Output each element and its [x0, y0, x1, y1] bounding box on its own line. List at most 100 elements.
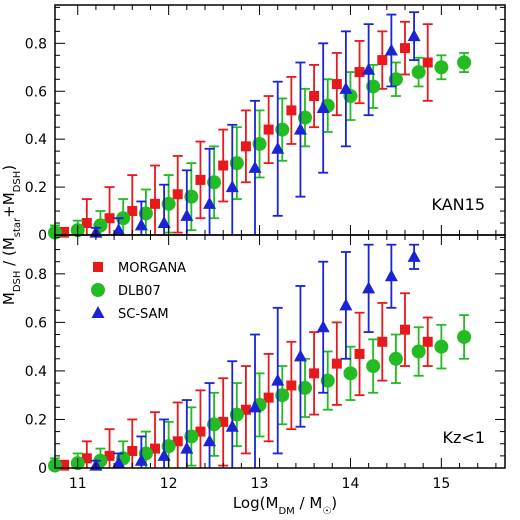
y-axis-label: MDSH / (Mstar+MDSH): [0, 165, 23, 305]
legend-marker: [91, 306, 105, 318]
data-point: [411, 344, 426, 359]
data-point: [172, 436, 183, 447]
series-morgana-bottom: [59, 292, 433, 471]
data-point: [362, 62, 376, 75]
data-point: [81, 453, 92, 464]
data-point: [411, 65, 426, 80]
x-axis-label: Log(MDM / M☉): [233, 494, 337, 517]
legend-item-morgana: MORGANA: [93, 261, 186, 276]
data-point: [388, 351, 403, 366]
data-point: [248, 400, 262, 413]
data-point: [240, 404, 251, 415]
data-point: [331, 79, 342, 90]
data-point: [180, 441, 194, 454]
series-morgana-top: [59, 20, 433, 238]
data-point: [384, 43, 398, 56]
data-point: [195, 174, 206, 185]
data-point: [248, 160, 262, 173]
y-axis-label-part: +M: [0, 192, 18, 218]
data-point: [138, 206, 153, 221]
data-point: [316, 320, 330, 333]
data-point: [434, 339, 449, 354]
x-axis-label-part: DM: [278, 506, 294, 517]
data-point: [59, 460, 70, 471]
data-point: [150, 443, 160, 454]
y-tick-label: 0.6: [25, 315, 47, 331]
data-point: [127, 206, 138, 217]
data-point: [225, 419, 239, 432]
x-tick-label: 14: [342, 476, 360, 492]
data-point: [275, 122, 290, 137]
y-axis-label-part: star: [12, 217, 23, 237]
data-point: [203, 434, 217, 447]
panels-layer: 0 0.2 0.4 0.6 0.8 KAN15 0 0.2 0.4 0.6 0.8 Kz<1 11 12 1…: [25, 4, 506, 492]
data-point: [434, 60, 449, 75]
data-point: [298, 110, 312, 125]
data-point: [309, 91, 320, 102]
x-tick-label: 15: [432, 476, 450, 492]
data-point: [134, 218, 148, 231]
data-point: [184, 189, 199, 204]
data-point: [229, 156, 244, 171]
data-point: [225, 180, 239, 193]
data-point: [161, 439, 176, 454]
data-point: [339, 81, 353, 94]
data-point: [293, 122, 307, 135]
data-point: [127, 446, 138, 457]
data-point: [134, 453, 148, 466]
x-axis-label-part: / M: [295, 494, 323, 512]
data-point: [180, 208, 194, 221]
y-tick-label: 0.8: [25, 36, 47, 52]
axis-labels: Log(MDM / M☉) MDSH / (Mstar+MDSH): [0, 165, 337, 517]
legend: MORGANA DLB07 SC-SAM: [91, 261, 186, 322]
data-point: [407, 249, 421, 262]
legend-marker: [93, 262, 103, 272]
data-point: [275, 388, 290, 403]
y-axis-label-part: DSH: [12, 171, 23, 193]
data-point: [157, 448, 171, 461]
y-tick-label: 0.2: [25, 412, 47, 428]
series-dlb07-top: [48, 52, 472, 240]
data-point: [309, 368, 320, 379]
data-point: [407, 29, 421, 42]
data-point: [377, 336, 388, 347]
data-point: [293, 349, 307, 362]
data-point: [388, 72, 403, 87]
data-point: [157, 216, 171, 229]
legend-label: DLB07: [118, 284, 161, 299]
data-point: [377, 55, 388, 66]
data-point: [422, 336, 433, 347]
data-point: [172, 189, 183, 200]
panel-label: KAN15: [432, 195, 485, 214]
data-point: [263, 124, 274, 135]
data-point: [207, 175, 222, 190]
data-point: [104, 450, 115, 461]
data-point: [161, 196, 176, 211]
data-point: [218, 416, 229, 427]
x-axis-label-part: ☉: [322, 506, 331, 517]
y-tick-label: 0.4: [25, 132, 47, 148]
y-tick-label: 0.8: [25, 267, 47, 283]
data-point: [320, 373, 335, 388]
data-point: [195, 426, 206, 437]
legend-item-dlb07: DLB07: [91, 283, 161, 299]
data-point: [366, 359, 381, 374]
data-point: [112, 223, 126, 236]
data-point: [184, 429, 199, 444]
data-point: [112, 456, 126, 469]
y-axis-label-part: ): [0, 165, 18, 171]
data-point: [150, 198, 160, 209]
data-point: [271, 373, 285, 386]
data-point: [104, 213, 115, 224]
data-point: [207, 417, 222, 432]
x-axis-label-part: Log(M: [233, 494, 279, 512]
panel-label: Kz<1: [443, 428, 485, 447]
x-tick-label: 11: [69, 476, 87, 492]
data-point: [400, 324, 410, 335]
data-point: [81, 218, 92, 229]
data-point: [286, 380, 297, 391]
data-point: [316, 101, 330, 114]
data-point: [354, 348, 365, 359]
data-point: [229, 407, 244, 422]
data-point: [366, 79, 381, 94]
